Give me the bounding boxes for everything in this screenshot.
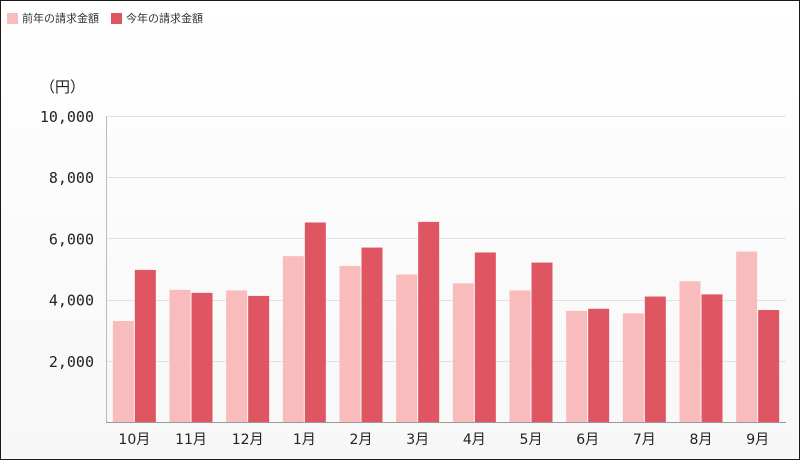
x-tick-label: 3月 [406, 432, 429, 448]
bar-current-year[interactable] [758, 310, 780, 422]
bar-current-year[interactable] [588, 308, 610, 422]
bar-previous-year[interactable] [566, 310, 588, 422]
x-tick-label: 12月 [232, 432, 264, 448]
x-tick-label: 6月 [576, 432, 599, 448]
x-tick-label: 11月 [175, 432, 207, 448]
bar-current-year[interactable] [191, 292, 213, 422]
legend-swatch-current-year [111, 12, 122, 24]
bar-previous-year[interactable] [679, 281, 701, 422]
legend-swatch-previous-year [7, 12, 18, 24]
bar-previous-year[interactable] [226, 290, 248, 422]
bar-previous-year[interactable] [509, 290, 531, 422]
bar-previous-year[interactable] [282, 256, 304, 422]
legend: 前年の請求金額 今年の請求金額 [7, 10, 203, 26]
x-axis-ticks: 10月 11月 12月 1月 2月 3月 4月 5月 6月 7月 8月 9月 [118, 432, 769, 448]
y-tick-label: 4,000 [49, 292, 94, 310]
x-tick-label: 8月 [690, 432, 713, 448]
bars [112, 221, 780, 422]
legend-label-previous-year: 前年の請求金額 [22, 12, 99, 25]
bar-previous-year[interactable] [169, 289, 191, 422]
x-tick-label: 10月 [118, 432, 150, 448]
bar-current-year[interactable] [701, 294, 723, 422]
bar-previous-year[interactable] [396, 274, 418, 422]
bar-current-year[interactable] [644, 296, 666, 422]
y-axis-ticks: 10,000 8,000 6,000 4,000 2,000 [40, 108, 94, 371]
bar-current-year[interactable] [134, 269, 156, 422]
legend-label-current-year: 今年の請求金額 [126, 12, 203, 25]
x-tick-label: 1月 [293, 432, 316, 448]
legend-item-current-year[interactable]: 今年の請求金額 [111, 10, 203, 26]
bar-previous-year[interactable] [452, 283, 474, 422]
x-tick-label: 9月 [746, 432, 769, 448]
y-tick-label: 10,000 [40, 108, 94, 126]
bar-previous-year[interactable] [112, 321, 134, 422]
x-tick-label: 7月 [633, 432, 656, 448]
y-axis-unit-label: （円） [40, 78, 85, 96]
x-tick-label: 5月 [520, 432, 543, 448]
y-tick-label: 2,000 [49, 353, 94, 371]
bar-current-year[interactable] [474, 252, 496, 422]
bar-previous-year[interactable] [339, 265, 361, 422]
bar-current-year[interactable] [304, 222, 326, 422]
bar-current-year[interactable] [361, 247, 383, 422]
y-tick-label: 8,000 [49, 169, 94, 187]
y-tick-label: 6,000 [49, 230, 94, 248]
bar-current-year[interactable] [531, 262, 553, 422]
gridlines [106, 116, 786, 362]
x-tick-label: 2月 [350, 432, 373, 448]
bar-previous-year[interactable] [736, 251, 758, 422]
bar-current-year[interactable] [248, 295, 270, 422]
legend-item-previous-year[interactable]: 前年の請求金額 [7, 10, 99, 26]
bar-previous-year[interactable] [622, 313, 644, 422]
x-tick-label: 4月 [463, 432, 486, 448]
bar-current-year[interactable] [418, 221, 440, 422]
